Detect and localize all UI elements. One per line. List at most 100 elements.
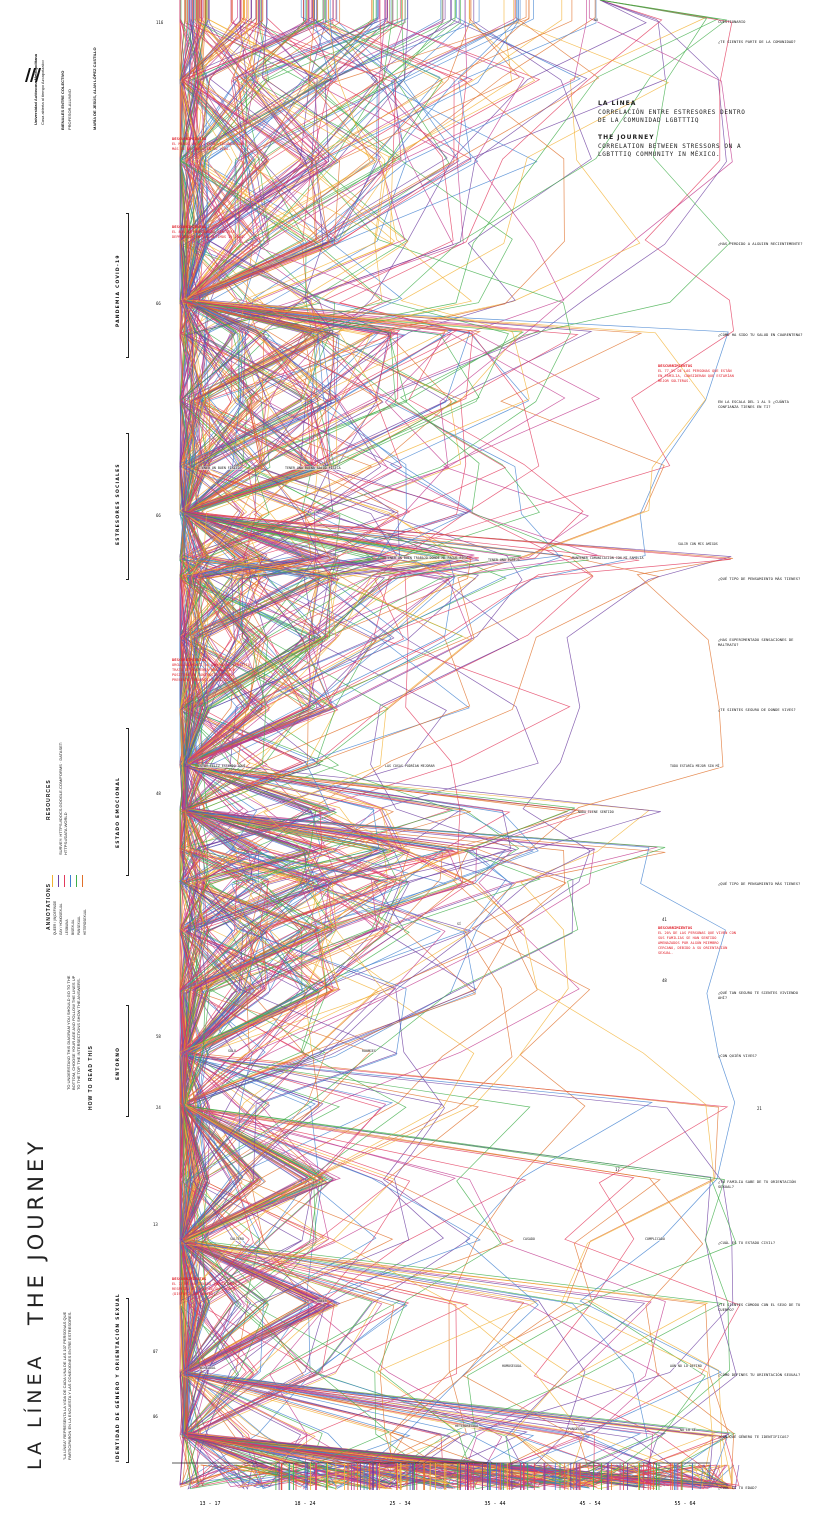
age-category-label: 25 - 34 <box>389 1501 410 1507</box>
axis-count-label: 66 <box>156 513 161 518</box>
finding-note: DESCUBRIMIENTOS EL 77.5% DE LAS PERSONAS … <box>658 363 734 383</box>
node-label: COMPLICADO <box>645 1237 665 1241</box>
legend-swatch <box>64 875 65 887</box>
node-label: CASADO <box>523 1237 535 1241</box>
node-label: SALIR CON MIS AMIGOS <box>678 542 718 546</box>
question-label: ¿CON QUIÉN VIVES? <box>718 1053 757 1058</box>
legend-swatch <box>58 875 59 887</box>
main-title-es: LA LÍNEA <box>24 1352 46 1470</box>
institution-credit-2: PROFESOR-ALUMNO <box>67 89 72 130</box>
axis-count-label: 13 <box>153 1222 158 1227</box>
node-label: HOMOSEXUAL <box>502 1364 522 1368</box>
participant-line <box>179 0 736 1490</box>
participant-line <box>179 0 518 1487</box>
legend-label: PANSEXUAL <box>77 916 81 935</box>
bracket-pandemia <box>126 213 129 358</box>
axis-count-label: 116 <box>156 20 164 25</box>
uam-logo-icon <box>25 68 41 82</box>
node-label: LAS COSAS PODRÍAN MEJORAR <box>385 764 435 768</box>
node-label: TENER UN BUEN FÍSICO <box>200 466 240 470</box>
axis-count-label: 17 <box>615 1167 620 1172</box>
legend-swatch <box>52 875 53 887</box>
participant-line <box>179 0 662 1488</box>
how-to-read-label: HOW TO READ THIS <box>88 1045 94 1110</box>
participant-line <box>179 0 577 1486</box>
resources-text: SURVEY: HTTPS://DOCS.GOOGLE.COM/FORMS · … <box>58 742 68 855</box>
axis-count-label: 48 <box>156 791 161 796</box>
institution-authors: MARÍA DE JESÚS, ALAN LÓPEZ CASTILLO <box>92 47 97 130</box>
question-label: ¿HAS EXPERIMENTADO SENSACIONES DE MALTRA… <box>718 637 794 647</box>
how-to-read-text: TO UNDERSTAND THIS DIAGRAM YOU SHOULD GO… <box>66 975 81 1090</box>
node-label: ESTOY FELIZ ESTANDO AQUÍ <box>198 764 246 768</box>
question-label: ¿CUÁL ES TU EDAD? <box>718 1485 757 1490</box>
axis-count-label: 06 <box>153 1414 158 1419</box>
institution-credit-1: BIENALES ENTRE COLECTIVO <box>60 70 65 130</box>
node-label: BISEXUAL <box>200 1366 216 1370</box>
question-label: ¿CUÁL ES TU ESTADO CIVIL? <box>718 1240 776 1245</box>
question-label: ¿QUÉ TAN SEGURO TE SIENTES VIVIENDO AHÍ? <box>718 990 799 1000</box>
participant-line <box>179 0 451 1488</box>
header-title-es: LA LÍNEA <box>598 100 637 107</box>
question-label: ¿CON QUÉ GÉNERO TE IDENTIFICAS? <box>718 1434 789 1439</box>
participant-line <box>180 0 517 1484</box>
question-label: EN LA ESCALA DEL 1 AL 5 ¿CUÁNTA CONFIANZ… <box>718 399 789 409</box>
header-block: LA LÍNEA CORRELACIÓN ENTRE ESTRESORES DE… <box>598 100 758 160</box>
participant-line <box>179 0 670 1487</box>
question-label: CUESTIONARIO <box>718 19 746 24</box>
participant-line <box>179 0 645 1487</box>
age-category-label: 45 - 54 <box>579 1501 600 1507</box>
finding-note: DESCUBRIMIENTOS EL 80% HA MENCIONADO SENT… <box>172 224 246 239</box>
node-label: QUEER <box>317 1299 327 1303</box>
question-label: ¿CÓMO DEFINES TU ORIENTACIÓN SEXUAL? <box>718 1372 801 1377</box>
participant-line <box>179 0 640 1488</box>
institution-unit: Casa abierta al tiempo Azcapotzalco <box>40 60 45 125</box>
participant-line <box>179 0 588 1485</box>
legend-label: BISEXUAL <box>71 919 75 935</box>
annotations-legend: QUEER / (IN)DEFINIDE GAY / HOMOSEXUAL LESB… <box>52 875 87 935</box>
participant-line <box>179 0 740 1486</box>
question-label: ¿TE SIENTES SEGURO DE DONDE VIVES? <box>718 707 796 712</box>
node-label: TENER UNA BUENA SALUD FÍSICA <box>285 466 341 470</box>
participant-line <box>179 0 527 1489</box>
intro-text: "LA LÍNEA" REPRESENTA LA VIDA DE CADA UN… <box>62 1311 72 1460</box>
bracket-entorno <box>126 1005 129 1117</box>
node-label: MANTENER COMUNICACIÓN CON MI FAMILIA <box>572 556 644 560</box>
institution-name: Universidad Autónoma Metropolitana <box>33 54 38 125</box>
node-label: PANSEXUAL <box>568 1427 586 1431</box>
axis-count-label: 48 <box>662 978 667 983</box>
participant-line <box>179 0 728 1485</box>
legend-label: LESBIANA <box>65 919 69 935</box>
finding-note: DESCUBRIMIENTOS EL 20% DE LAS PERSONAS QU… <box>658 925 736 955</box>
node-label: AÚN NO LO DEFINO <box>670 1364 702 1368</box>
legend-label: QUEER / (IN)DEFINIDE <box>53 900 57 935</box>
participant-line <box>179 0 482 1489</box>
question-label: ¿TU FAMILIA SABE DE TU ORIENTACIÓN SEXUA… <box>718 1179 796 1189</box>
section-identidad: IDENTIDAD DE GÉNERO Y ORIENTACIÓN SEXUAL <box>116 1293 121 1462</box>
participant-line <box>179 0 475 1489</box>
age-category-label: 55 - 64 <box>674 1501 695 1507</box>
bracket-estresores <box>126 433 129 580</box>
section-entorno: ENTORNO <box>116 1046 121 1080</box>
axis-count-label: 41 <box>662 917 667 922</box>
age-category-label: 18 - 24 <box>294 1501 315 1507</box>
participant-line <box>181 0 567 1486</box>
node-label: SÍ <box>457 922 461 926</box>
question-label: ¿TE SIENTES CÓMODO CON EL SEXO DE TU CUE… <box>718 1302 801 1312</box>
participant-line <box>179 0 640 1487</box>
axis-count-label: 66 <box>156 301 161 306</box>
bracket-identidad <box>126 1298 129 1463</box>
legend-swatch <box>70 875 71 887</box>
header-sub-es: CORRELACIÓN ENTRE ESTRESORES DENTRO DE L… <box>598 108 746 125</box>
legend-swatch <box>76 875 77 887</box>
participant-line <box>184 0 737 1485</box>
header-sub-en: CORRELATION BETWEEN STRESSORS ON A LGBTT… <box>598 142 742 159</box>
legend-label: HETEROSEXUAL <box>83 909 87 935</box>
node-label: NADA TIENE SENTIDO <box>578 810 614 814</box>
participant-line <box>179 0 730 1486</box>
axis-count-label: 24 <box>156 1105 161 1110</box>
node-label: NO <box>594 18 598 22</box>
node-label: TENER UNA PAREJA <box>488 558 520 562</box>
header-title-en: THE JOURNEY <box>598 134 655 141</box>
participant-line <box>179 0 732 1485</box>
node-label: TODO ESTARÍA MEJOR SIN MÍ <box>670 764 720 768</box>
